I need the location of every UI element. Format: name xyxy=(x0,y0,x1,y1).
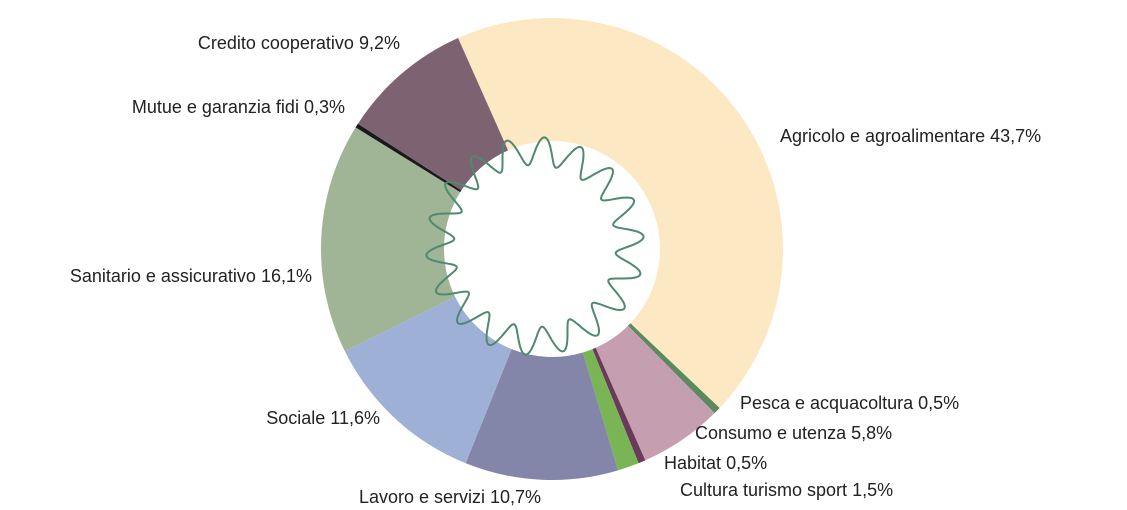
value-label: 1,5% xyxy=(852,480,893,500)
slice-label: Lavoro e servizi 10,7% xyxy=(359,487,541,507)
slice-label: Cultura turismo sport 1,5% xyxy=(680,480,893,500)
category-name: Credito cooperativo xyxy=(198,33,354,53)
category-name: Agricolo e agroalimentare xyxy=(780,126,985,146)
value-label: 0,5% xyxy=(726,453,767,473)
value-label: 9,2% xyxy=(359,33,400,53)
value-label: 43,7% xyxy=(990,126,1041,146)
slice-label: Mutue e garanzia fidi 0,3% xyxy=(132,97,345,117)
value-label: 10,7% xyxy=(490,487,541,507)
category-name: Consumo e utenza xyxy=(695,423,847,443)
value-label: 11,6% xyxy=(330,408,380,428)
slice-label: Credito cooperativo 9,2% xyxy=(198,33,400,53)
category-name: Cultura turismo sport xyxy=(680,480,847,500)
category-name: Mutue e garanzia fidi xyxy=(132,97,299,117)
category-name: Pesca e acquacoltura xyxy=(740,393,914,413)
slice-label: Habitat 0,5% xyxy=(664,453,767,473)
category-name: Lavoro e servizi xyxy=(359,487,485,507)
slice-label: Consumo e utenza 5,8% xyxy=(695,423,892,443)
category-name: Sanitario e assicurativo xyxy=(70,266,256,286)
category-name: Sociale xyxy=(266,408,325,428)
value-label: 0,3% xyxy=(304,97,345,117)
slice-label: Agricolo e agroalimentare 43,7% xyxy=(780,126,1041,146)
slice-label: Pesca e acquacoltura 0,5% xyxy=(740,393,959,413)
value-label: 0,5% xyxy=(918,393,959,413)
category-name: Habitat xyxy=(664,453,721,473)
value-label: 16,1% xyxy=(261,266,312,286)
slice-label: Sociale 11,6% xyxy=(266,408,380,428)
value-label: 5,8% xyxy=(851,423,892,443)
slice-label: Sanitario e assicurativo 16,1% xyxy=(70,266,312,286)
chart: Agricolo e agroalimentare 43,7% Pesca e a… xyxy=(0,0,1127,510)
